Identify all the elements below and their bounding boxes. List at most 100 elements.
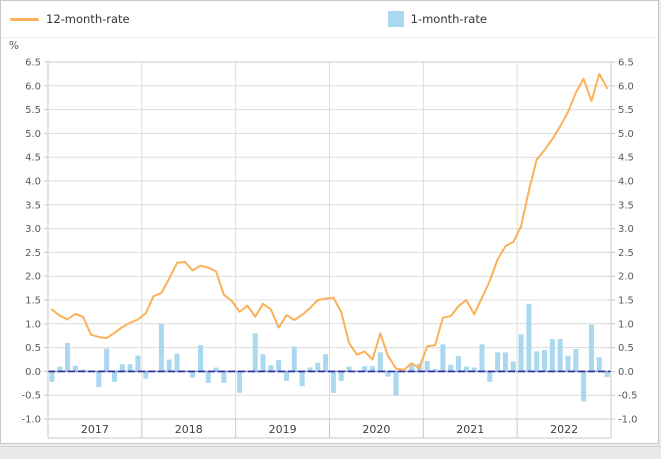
bar-2018-08 [197,345,203,372]
y-axis-label-left: 2.0 [25,272,41,283]
bar-2022-01 [518,334,524,372]
bar-2021-10 [495,352,501,372]
bar-2017-01 [49,371,55,382]
page-background-strip [0,446,661,459]
bar-2022-12 [604,371,610,378]
chart-card: 12-month-rate 1-month-rate 6.5 6.5 6.0 6.0 5… [0,0,659,444]
y-axis-label-left: 0.5 [25,343,41,354]
bar-2017-04 [72,365,78,372]
bar-2022-11 [596,357,602,372]
legend-item-1-month-rate[interactable]: 1-month-rate [387,11,487,27]
x-axis-year-label: 2022 [550,423,578,436]
y-axis-label-left: 0.0 [25,367,41,378]
x-axis-year-label: 2021 [456,423,484,436]
bar-2017-09 [111,371,117,382]
bar-2019-05 [268,365,274,372]
bar-2022-03 [534,351,540,372]
bar-2022-07 [565,355,571,372]
bar-2020-08 [385,371,391,377]
x-axis-year-label: 2019 [269,423,297,436]
bar-2018-10 [213,367,219,372]
bar-2021-01 [424,360,430,372]
y-axis-label-left: -1.0 [21,415,41,426]
x-axis-year-label: 2020 [362,423,390,436]
y-axis-label-left: 1.0 [25,319,41,330]
bar-2017-11 [127,364,133,372]
y-axis-label-right: 1.0 [618,319,634,330]
bar-2017-02 [57,366,63,372]
bar-2017-12 [135,355,141,372]
bar-2018-09 [205,371,211,383]
y-axis-label-right: 0.5 [618,343,634,354]
y-axis-label-left: 3.0 [25,224,41,235]
y-axis-label-right: 0.0 [618,367,634,378]
bar-2020-11 [409,363,415,372]
bar-2021-12 [510,361,516,372]
bar-2020-06 [370,366,376,372]
y-axis-label-right: -0.5 [618,391,638,402]
bar-2020-05 [362,366,368,372]
legend-label: 12-month-rate [46,12,130,26]
bar-2019-07 [283,371,289,381]
y-axis-label-right: -1.0 [618,415,638,426]
bar-2021-07 [471,367,477,372]
y-axis-label-right: 5.5 [618,105,634,116]
y-axis-label-left: 4.0 [25,177,41,188]
bar-2019-09 [299,371,305,387]
y-axis-label-left: 6.0 [25,81,41,92]
line-swatch-icon [10,17,39,21]
bar-2020-07 [377,352,383,372]
bar-2018-04 [166,359,172,372]
bar-2019-12 [323,354,329,372]
y-axis-label-right: 3.5 [618,200,634,211]
y-axis-label-left: 6.5 [25,58,41,69]
y-axis-label-left: 2.5 [25,248,41,259]
bar-2019-03 [252,333,258,372]
bar-2019-04 [260,354,266,372]
bar-2019-10 [307,367,313,372]
bar-2017-10 [119,364,125,372]
y-axis-label-right: 4.5 [618,153,634,164]
x-axis-year-label: 2017 [81,423,109,436]
y-axis-label-left: 1.5 [25,296,41,307]
bar-2017-03 [65,342,71,372]
bar-2019-06 [276,359,282,372]
y-axis-label-right: 1.5 [618,296,634,307]
bar-2020-02 [338,371,344,381]
bar-2021-04 [448,364,454,372]
bar-2022-02 [526,303,532,372]
y-axis-unit-label: % [9,40,19,52]
legend-item-12-month-rate[interactable]: 12-month-rate [10,12,130,26]
bar-2021-11 [502,352,508,372]
bar-2017-07 [96,371,102,388]
bar-2018-05 [174,353,180,372]
y-axis-label-left: -0.5 [21,391,41,402]
bar-2021-02 [432,369,438,372]
y-axis-label-right: 3.0 [618,224,634,235]
y-axis-label-left: 3.5 [25,200,41,211]
bar-2018-11 [221,371,227,383]
bar-2022-10 [588,324,594,372]
bar-2018-07 [190,371,196,378]
y-axis-label-left: 4.5 [25,153,41,164]
bar-2021-08 [479,344,485,372]
bar-2021-09 [487,371,493,382]
bar-2018-01 [143,371,149,379]
bar-2021-05 [456,356,462,372]
chart-legend: 12-month-rate 1-month-rate [1,1,658,38]
bar-2022-09 [581,371,587,402]
bar-2019-11 [315,362,321,372]
y-axis-label-left: 5.5 [25,105,41,116]
bar-2021-06 [463,366,469,372]
y-axis-label-left: 5.0 [25,129,41,140]
bar-2022-05 [549,339,555,372]
bar-2019-08 [291,346,297,372]
combo-chart-plot: 6.5 6.5 6.0 6.0 5.5 5.5 5.0 5.0 4.5 4.5 4.0 4.0 3.5 3… [9,40,638,439]
bar-2017-08 [104,348,110,372]
y-axis-label-right: 2.5 [618,248,634,259]
bar-2022-04 [542,349,548,372]
bar-2020-09 [393,371,399,396]
y-axis-label-right: 6.5 [618,58,634,69]
y-axis-label-right: 5.0 [618,129,634,140]
bar-2021-03 [440,344,446,372]
